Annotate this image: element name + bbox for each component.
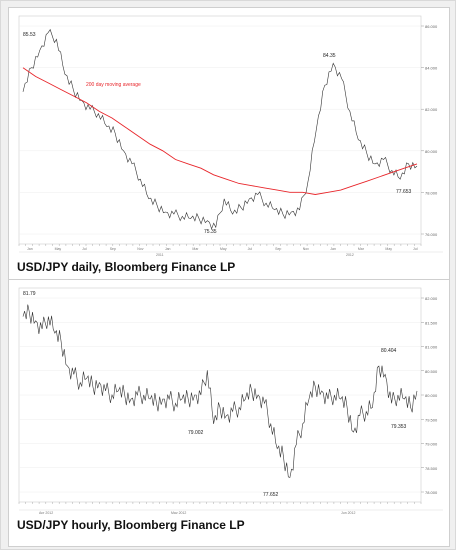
x-tick-label: Nov	[137, 247, 143, 251]
year-label: 2011	[156, 253, 164, 256]
annotation-low1: 79.002	[188, 430, 204, 436]
hourly-chart: 82.000 81.500 81.000 80.500 80.000 79.500 79.0…	[18, 287, 443, 514]
y-tick-label: 80.000	[425, 149, 438, 154]
annotation-ma-label: 200 day moving average	[86, 82, 141, 88]
year-label: Apr 2012	[39, 511, 53, 514]
annotation-low1: 75.35	[204, 229, 217, 235]
hourly-chart-panel: 82.000 81.500 81.000 80.500 80.000 79.500 79.0…	[8, 279, 450, 547]
year-label: May 2012	[171, 511, 186, 514]
y-tick-label: 81.500	[425, 320, 438, 325]
x-tick-label: Nov	[303, 247, 309, 251]
price-line	[22, 28, 418, 230]
x-tick-label: Jan	[165, 247, 171, 251]
y-tick-label: 78.500	[425, 466, 438, 471]
annotation-low3: 79.353	[391, 424, 407, 430]
x-tick-label: Jul	[248, 247, 253, 251]
year-label: 2012	[346, 253, 354, 256]
y-tick-label: 78.000	[425, 490, 438, 495]
x-tick-label: Mar	[358, 247, 365, 251]
y-tick-label: 80.500	[425, 369, 438, 374]
year-label: Jun 2012	[341, 511, 355, 514]
y-tick-label: 76.000	[425, 232, 438, 237]
x-tick-label: Jul	[82, 247, 87, 251]
annotation-peak2: 80.404	[381, 348, 397, 354]
plot-area	[18, 15, 422, 245]
x-tick-label: Sep	[275, 247, 281, 251]
x-tick-label: Mar	[192, 247, 199, 251]
y-tick-label: 79.000	[425, 442, 438, 447]
annotation-low2: 77.653	[396, 189, 412, 195]
y-tick-label: 80.000	[425, 393, 438, 398]
hourly-chart-caption: USD/JPY hourly, Bloomberg Finance LP	[17, 518, 245, 532]
annotation-peak1: 81.79	[23, 291, 36, 297]
annotation-low2: 77.652	[263, 492, 279, 498]
annotation-peak1: 85.53	[23, 32, 36, 38]
x-tick-label: May	[220, 247, 227, 251]
moving-average-line	[22, 67, 418, 195]
x-tick-label: Jan	[27, 247, 33, 251]
x-tick-label: Jan	[330, 247, 336, 251]
price-line	[22, 304, 418, 478]
annotation-peak2: 84.35	[323, 53, 336, 59]
y-tick-label: 82.000	[425, 107, 438, 112]
x-tick-label: May	[55, 247, 62, 251]
x-tick-label: May	[385, 247, 392, 251]
y-tick-label: 86.000	[425, 24, 438, 29]
daily-chart: 86.000 84.000 82.000 80.000 78.000 76.000 85.5…	[18, 15, 443, 256]
daily-chart-caption: USD/JPY daily, Bloomberg Finance LP	[17, 260, 236, 274]
x-tick-label: Jul	[413, 247, 418, 251]
y-tick-label: 79.500	[425, 417, 438, 422]
y-tick-label: 82.000	[425, 296, 438, 301]
y-tick-label: 84.000	[425, 66, 438, 71]
y-tick-label: 81.000	[425, 345, 438, 350]
x-tick-label: Sep	[110, 247, 116, 251]
daily-chart-panel: 86.000 84.000 82.000 80.000 78.000 76.000 85.5…	[8, 7, 450, 285]
y-tick-label: 78.000	[425, 190, 438, 195]
